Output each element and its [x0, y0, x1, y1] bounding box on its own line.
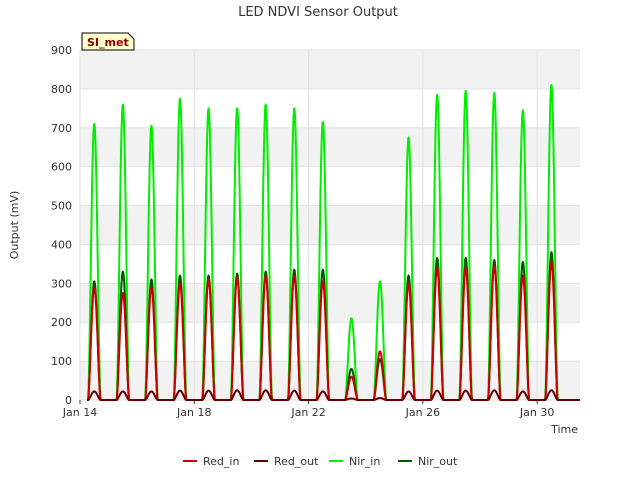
legend-item: Red_out — [254, 455, 319, 468]
site-badge-label: SI_met — [87, 36, 129, 49]
legend-item: Nir_out — [398, 455, 458, 468]
y-tick-label: 300 — [51, 277, 72, 290]
series-line-red-out — [86, 389, 581, 401]
legend-item: Red_in — [183, 455, 239, 468]
x-tick-label: Jan 30 — [519, 406, 554, 419]
legend-label: Nir_out — [418, 455, 458, 468]
y-axis-label: Output (mV) — [8, 191, 21, 260]
site-badge: SI_met — [81, 32, 135, 51]
chart-title: LED NDVI Sensor Output — [238, 5, 398, 20]
y-tick-label: 0 — [65, 394, 72, 407]
legend-label: Red_in — [203, 455, 239, 468]
x-axis-label: Time — [550, 423, 578, 436]
y-tick-label: 900 — [51, 44, 72, 57]
x-tick-label: Jan 14 — [62, 406, 97, 419]
legend-item: Nir_in — [329, 455, 380, 468]
y-tick-label: 100 — [51, 355, 72, 368]
x-axis-ticks: Jan 14 Jan 18 Jan 22 Jan 26 Jan 30 — [62, 400, 554, 419]
legend-label: Nir_in — [349, 455, 380, 468]
y-tick-label: 800 — [51, 83, 72, 96]
y-tick-label: 600 — [51, 161, 72, 174]
x-tick-label: Jan 26 — [405, 406, 440, 419]
grid-band — [80, 127, 580, 167]
series-lines — [86, 84, 581, 401]
legend: Red_in Red_out Nir_in Nir_out — [183, 455, 458, 468]
y-tick-label: 500 — [51, 200, 72, 213]
y-tick-label: 700 — [51, 122, 72, 135]
y-tick-label: 400 — [51, 238, 72, 251]
legend-label: Red_out — [274, 455, 319, 468]
y-axis-ticks: 0 100 200 300 400 500 600 700 800 900 — [51, 44, 72, 407]
x-tick-label: Jan 22 — [290, 406, 325, 419]
grid-band — [80, 50, 580, 89]
x-tick-label: Jan 18 — [176, 406, 211, 419]
y-tick-label: 200 — [51, 316, 72, 329]
site-badge-box — [81, 32, 135, 51]
